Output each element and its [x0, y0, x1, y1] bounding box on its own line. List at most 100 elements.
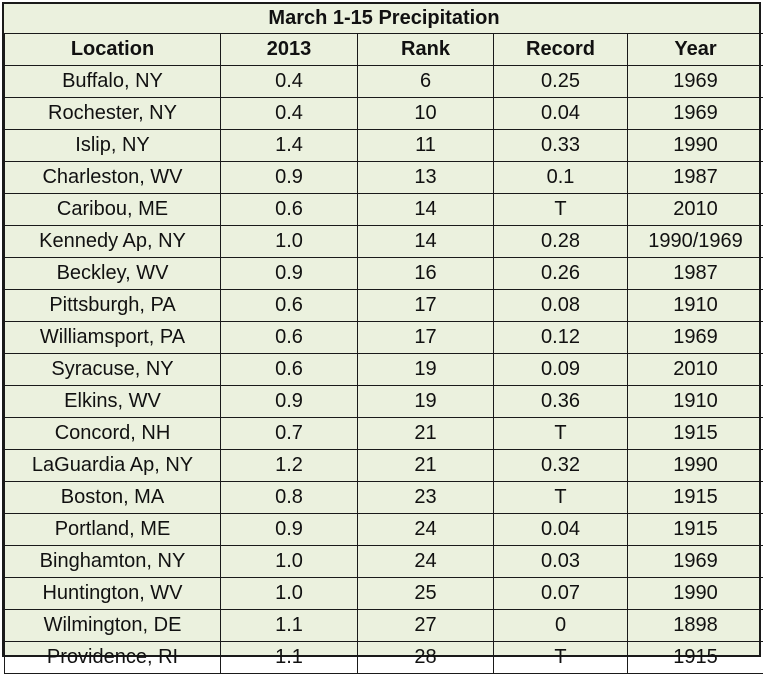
cell-2013: 0.9: [221, 386, 358, 418]
cell-2013: 1.0: [221, 226, 358, 258]
cell-year: 1915: [628, 482, 763, 514]
cell-year: 1969: [628, 546, 763, 578]
cell-2013: 0.6: [221, 290, 358, 322]
cell-2013: 1.0: [221, 578, 358, 610]
cell-rank: 19: [358, 386, 494, 418]
cell-rank: 24: [358, 546, 494, 578]
cell-record: 0.1: [494, 162, 628, 194]
column-header-rank: Rank: [358, 34, 494, 66]
cell-record: 0.25: [494, 66, 628, 98]
cell-record: T: [494, 418, 628, 450]
cell-location: Boston, MA: [5, 482, 221, 514]
cell-rank: 17: [358, 322, 494, 354]
cell-location: Kennedy Ap, NY: [5, 226, 221, 258]
cell-record: 0.07: [494, 578, 628, 610]
cell-rank: 11: [358, 130, 494, 162]
cell-record: 0: [494, 610, 628, 642]
cell-rank: 14: [358, 194, 494, 226]
column-header-year: Year: [628, 34, 763, 66]
cell-rank: 17: [358, 290, 494, 322]
cell-2013: 0.9: [221, 162, 358, 194]
cell-2013: 0.4: [221, 66, 358, 98]
cell-year: 1898: [628, 610, 763, 642]
cell-location: Wilmington, DE: [5, 610, 221, 642]
cell-2013: 0.7: [221, 418, 358, 450]
cell-rank: 27: [358, 610, 494, 642]
cell-location: Buffalo, NY: [5, 66, 221, 98]
cell-2013: 1.1: [221, 610, 358, 642]
cell-rank: 25: [358, 578, 494, 610]
cell-record: 0.32: [494, 450, 628, 482]
table-title: March 1-15 Precipitation: [5, 4, 763, 34]
cell-location: Caribou, ME: [5, 194, 221, 226]
cell-location: Providence, RI: [5, 642, 221, 674]
cell-location: Elkins, WV: [5, 386, 221, 418]
cell-rank: 13: [358, 162, 494, 194]
cell-location: Huntington, WV: [5, 578, 221, 610]
cell-rank: 14: [358, 226, 494, 258]
cell-year: 1990: [628, 578, 763, 610]
cell-record: T: [494, 482, 628, 514]
cell-rank: 19: [358, 354, 494, 386]
cell-2013: 1.2: [221, 450, 358, 482]
cell-year: 1915: [628, 418, 763, 450]
cell-location: Williamsport, PA: [5, 322, 221, 354]
cell-record: T: [494, 194, 628, 226]
cell-record: 0.36: [494, 386, 628, 418]
cell-record: 0.08: [494, 290, 628, 322]
cell-rank: 24: [358, 514, 494, 546]
cell-record: 0.26: [494, 258, 628, 290]
column-header-location: Location: [5, 34, 221, 66]
cell-rank: 16: [358, 258, 494, 290]
cell-rank: 21: [358, 450, 494, 482]
cell-location: Beckley, WV: [5, 258, 221, 290]
table-header-row: Location 2013 Rank Record Year: [5, 34, 763, 66]
cell-rank: 21: [358, 418, 494, 450]
column-header-2013: 2013: [221, 34, 358, 66]
cell-location: Portland, ME: [5, 514, 221, 546]
cell-year: 1969: [628, 322, 763, 354]
cell-2013: 0.9: [221, 514, 358, 546]
cell-year: 1990: [628, 450, 763, 482]
cell-year: 1987: [628, 258, 763, 290]
cell-location: Rochester, NY: [5, 98, 221, 130]
cell-rank: 28: [358, 642, 494, 674]
cell-year: 1990/1969: [628, 226, 763, 258]
cell-year: 1987: [628, 162, 763, 194]
cell-year: 1990: [628, 130, 763, 162]
cell-2013: 0.9: [221, 258, 358, 290]
cell-location: Binghamton, NY: [5, 546, 221, 578]
cell-location: Syracuse, NY: [5, 354, 221, 386]
precipitation-table: March 1-15 Precipitation Location 2013 R…: [4, 4, 763, 674]
cell-rank: 23: [358, 482, 494, 514]
cell-record: T: [494, 642, 628, 674]
cell-2013: 0.4: [221, 98, 358, 130]
table-title-row: March 1-15 Precipitation: [5, 4, 763, 34]
cell-year: 1969: [628, 66, 763, 98]
cell-record: 0.28: [494, 226, 628, 258]
cell-year: 1910: [628, 290, 763, 322]
cell-record: 0.03: [494, 546, 628, 578]
cell-record: 0.12: [494, 322, 628, 354]
cell-location: Concord, NH: [5, 418, 221, 450]
cell-location: Charleston, WV: [5, 162, 221, 194]
cell-rank: 10: [358, 98, 494, 130]
cell-year: 1915: [628, 642, 763, 674]
cell-record: 0.09: [494, 354, 628, 386]
cell-2013: 1.0: [221, 546, 358, 578]
